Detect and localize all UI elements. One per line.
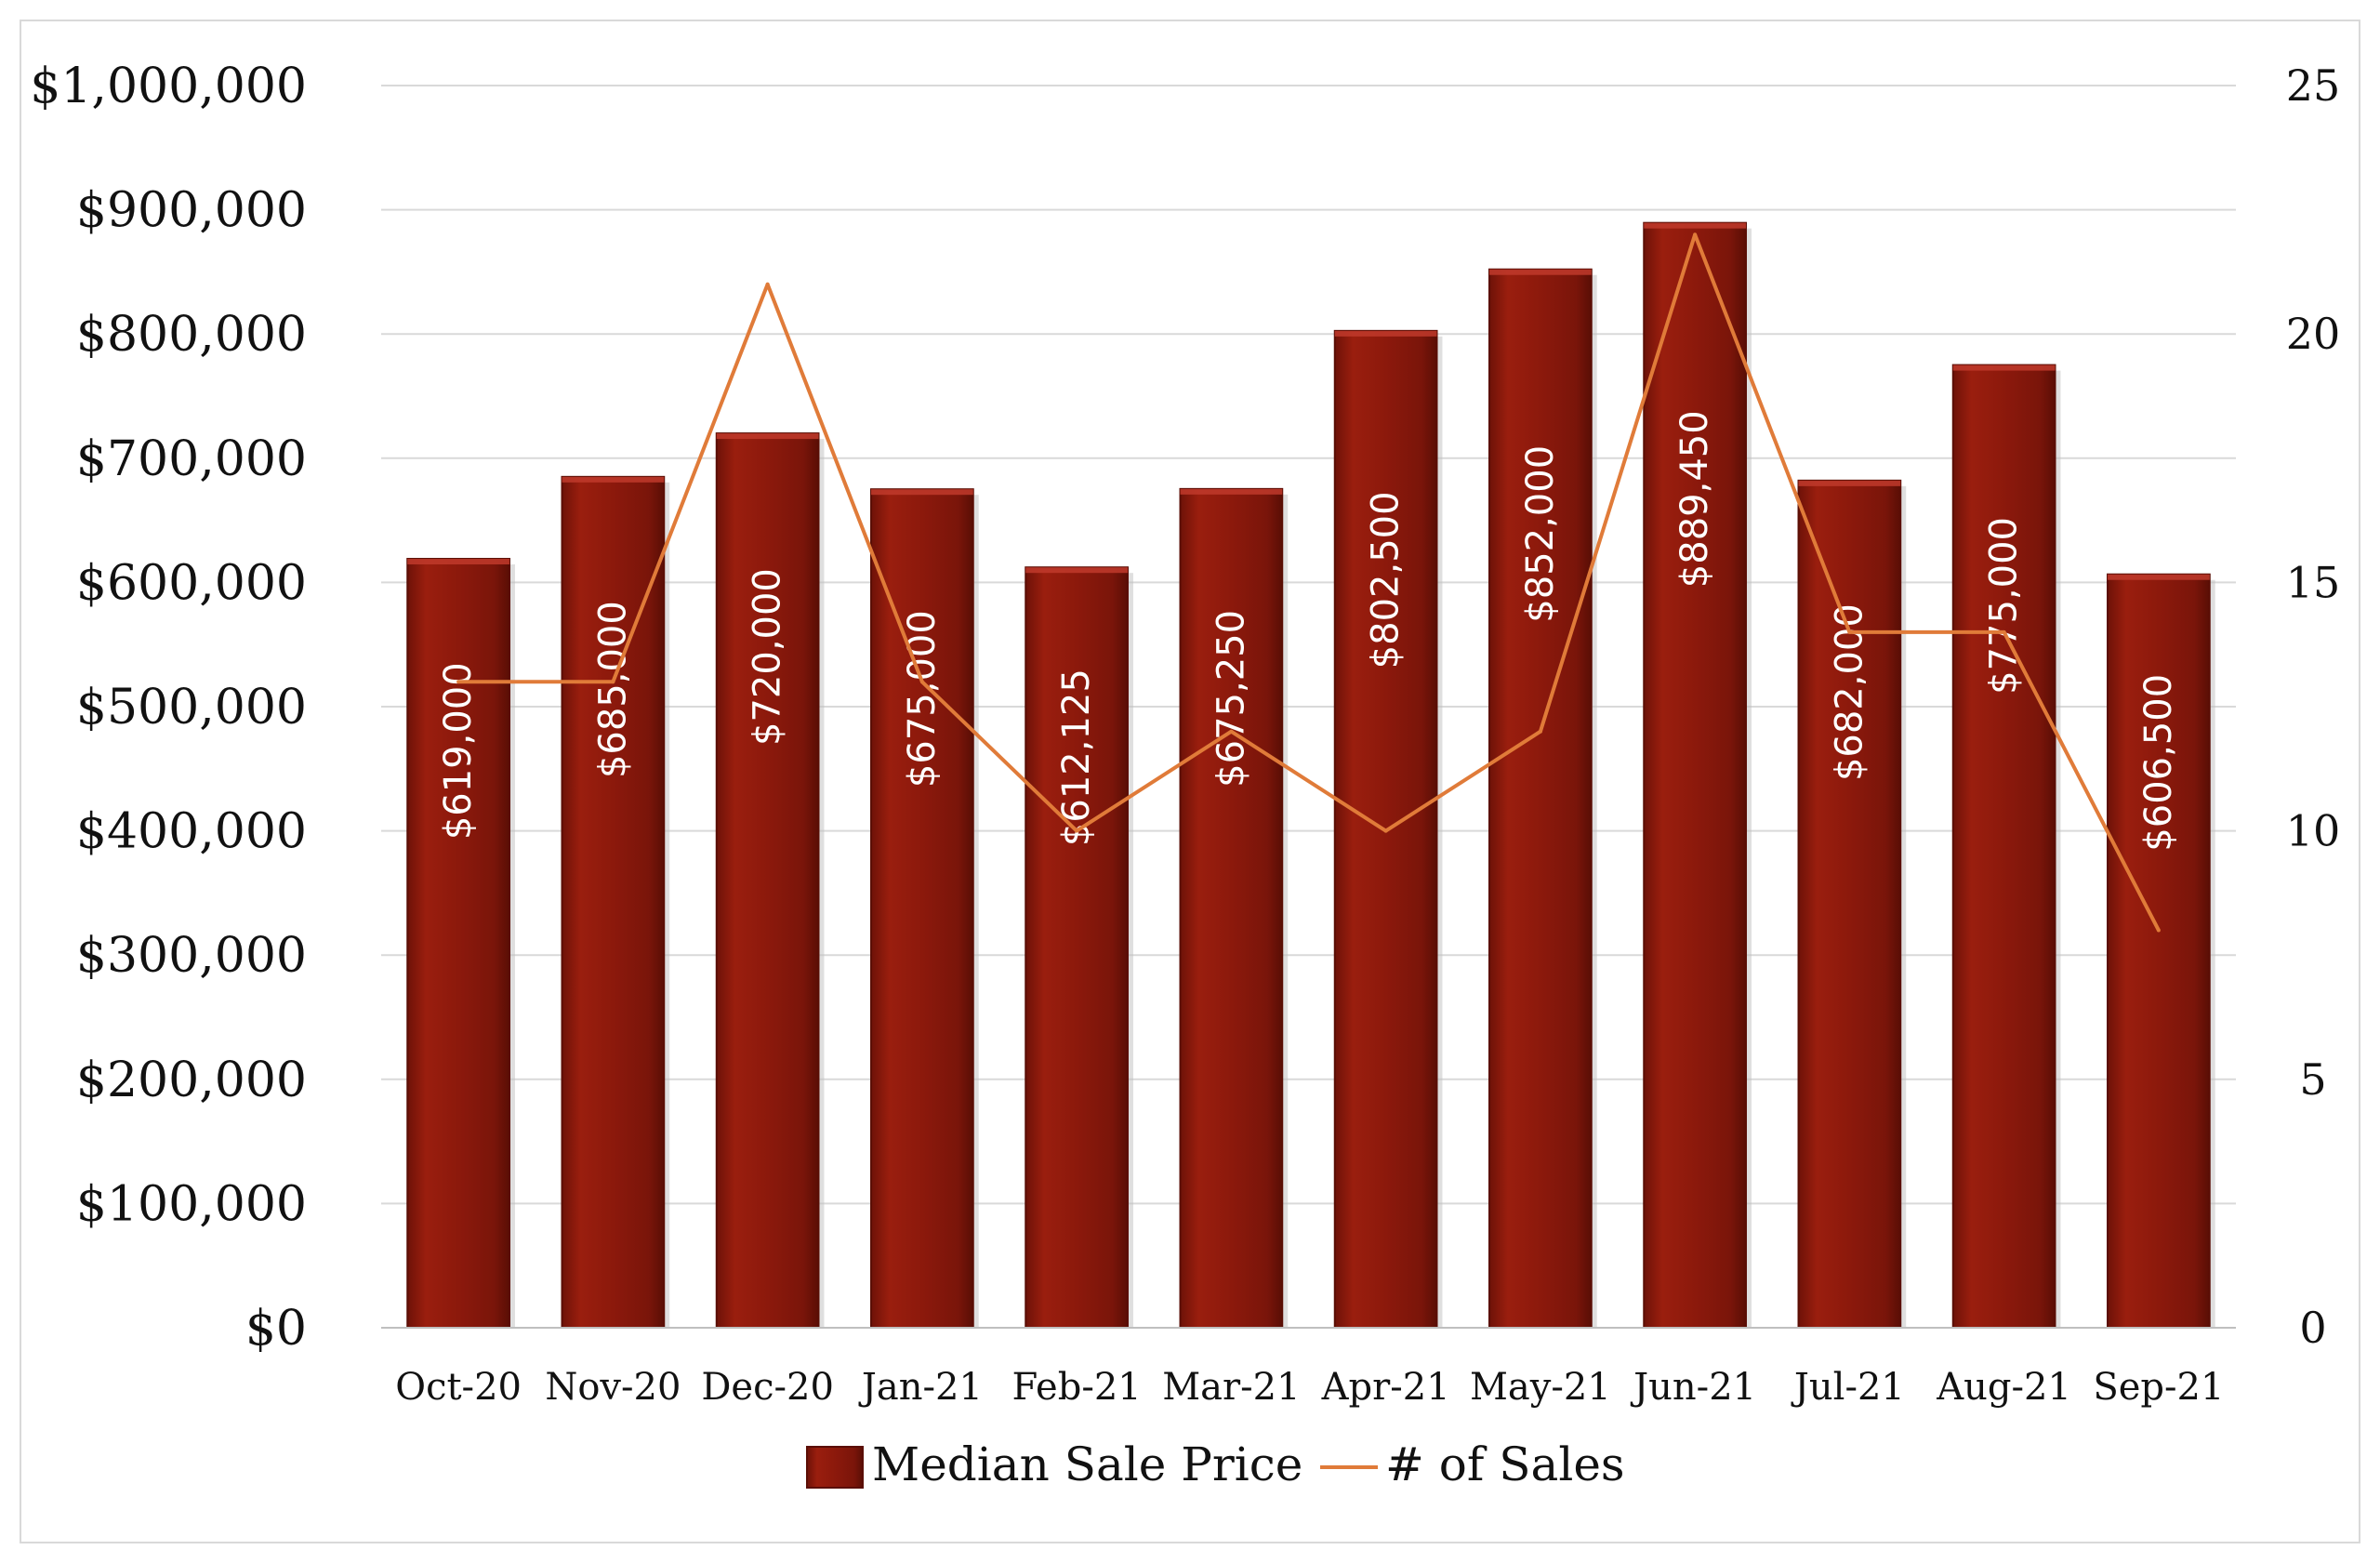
- bar: [1488, 268, 1593, 1329]
- legend: Median Sale Price # of Sales: [806, 1437, 1625, 1491]
- legend-label-median-sale-price: Median Sale Price: [872, 1437, 1302, 1491]
- x-axis-tick-label: Sep-21: [2093, 1366, 2224, 1409]
- bar: [1797, 479, 1902, 1329]
- x-axis-tick-label: May-21: [1470, 1366, 1611, 1409]
- y2-axis-tick-label: 25: [2286, 60, 2341, 111]
- x-axis-tick-label: Nov-20: [545, 1366, 681, 1409]
- x-axis-tick-label: Jan-21: [858, 1366, 983, 1409]
- bar: [2107, 573, 2211, 1329]
- x-axis-tick-label: Mar-21: [1162, 1366, 1300, 1409]
- y-axis-tick-label: $800,000: [76, 307, 307, 363]
- bar-top-highlight: [407, 559, 509, 565]
- line-point: [2002, 629, 2006, 634]
- bar-top-highlight: [1025, 567, 1128, 574]
- axes: $0 $100,000 $200,000 $300,000 $400,000 $500,0…: [30, 59, 2340, 1409]
- bar-top-highlight: [1180, 488, 1283, 495]
- line-point: [919, 680, 924, 684]
- bar-top-highlight: [1489, 269, 1592, 275]
- bar-data-label: $852,000: [1519, 445, 1562, 623]
- line-point: [2156, 928, 2161, 933]
- bar: [1643, 221, 1747, 1329]
- y-axis-tick-label: $900,000: [76, 183, 307, 239]
- bar-data-label: $802,500: [1365, 491, 1408, 669]
- y-axis-tick-label: $0: [245, 1301, 307, 1357]
- bar-top-highlight: [1644, 222, 1746, 229]
- bar-data-label: $685,000: [591, 601, 634, 778]
- line-point: [1075, 828, 1079, 833]
- y-axis-tick-label: $400,000: [76, 804, 307, 860]
- bar: [715, 432, 820, 1329]
- bar-top-highlight: [871, 489, 973, 496]
- line-point: [765, 282, 770, 286]
- bar: [1179, 487, 1284, 1329]
- line-point: [1538, 729, 1542, 734]
- line-point: [1383, 828, 1388, 833]
- x-axis-tick-label: Apr-21: [1321, 1366, 1450, 1409]
- line-series: [456, 232, 2161, 933]
- y2-axis-tick-label: 15: [2286, 557, 2341, 607]
- y2-axis-tick-label: 10: [2286, 806, 2341, 856]
- y-axis-tick-label: $200,000: [76, 1053, 307, 1108]
- legend-swatch-median-sale-price: [806, 1446, 864, 1489]
- y-axis-tick-label: $300,000: [76, 928, 307, 984]
- bar-top-highlight: [1334, 330, 1437, 337]
- bar-top-highlight: [1798, 480, 1901, 486]
- x-axis-tick-label: Feb-21: [1012, 1366, 1141, 1409]
- y-axis-tick-label: $100,000: [76, 1176, 307, 1232]
- x-axis-tick-label: Jul-21: [1791, 1366, 1905, 1409]
- x-axis-tick-label: Jun-21: [1630, 1366, 1756, 1409]
- y-axis-tick-label: $1,000,000: [30, 59, 307, 114]
- bar-top-highlight: [562, 476, 665, 483]
- x-axis-tick-label: Oct-20: [395, 1366, 522, 1409]
- y-axis-tick-label: $600,000: [76, 555, 307, 611]
- bar-data-label: $775,000: [1983, 517, 2026, 695]
- line-point: [1693, 232, 1698, 237]
- y2-axis-tick-label: 5: [2299, 1054, 2326, 1105]
- bar-data-label: $619,000: [437, 662, 480, 840]
- legend-label-number-of-sales: # of Sales: [1385, 1437, 1625, 1491]
- line-point: [1847, 629, 1852, 634]
- line-point: [611, 680, 615, 684]
- bar-top-highlight: [2108, 574, 2210, 580]
- gridlines: [381, 85, 2236, 1205]
- bar-data-label: $606,500: [2137, 674, 2180, 852]
- bar-top-highlight: [716, 433, 819, 440]
- y-axis-tick-label: $500,000: [76, 680, 307, 735]
- bar-top-highlight: [1952, 364, 2056, 371]
- sales-count-line: [458, 232, 2161, 932]
- y2-axis-tick-label: 0: [2299, 1303, 2326, 1353]
- bar: [406, 558, 510, 1329]
- y2-axis-tick-label: 20: [2286, 309, 2341, 359]
- x-axis-tick-label: Dec-20: [701, 1366, 834, 1409]
- bar-data-label: $675,000: [901, 610, 944, 788]
- y-axis-tick-label: $700,000: [76, 431, 307, 487]
- bar: [1951, 364, 2056, 1330]
- bar-data-label: $889,450: [1673, 410, 1716, 588]
- bar-data-label: $675,250: [1210, 610, 1252, 788]
- bar: [870, 488, 974, 1329]
- bar: [1025, 566, 1129, 1329]
- line-point: [456, 680, 461, 684]
- x-axis-tick-label: Aug-21: [1936, 1366, 2071, 1409]
- bar-series: [406, 221, 2215, 1330]
- bar-data-label: $720,000: [747, 568, 789, 746]
- line-point: [1229, 729, 1234, 734]
